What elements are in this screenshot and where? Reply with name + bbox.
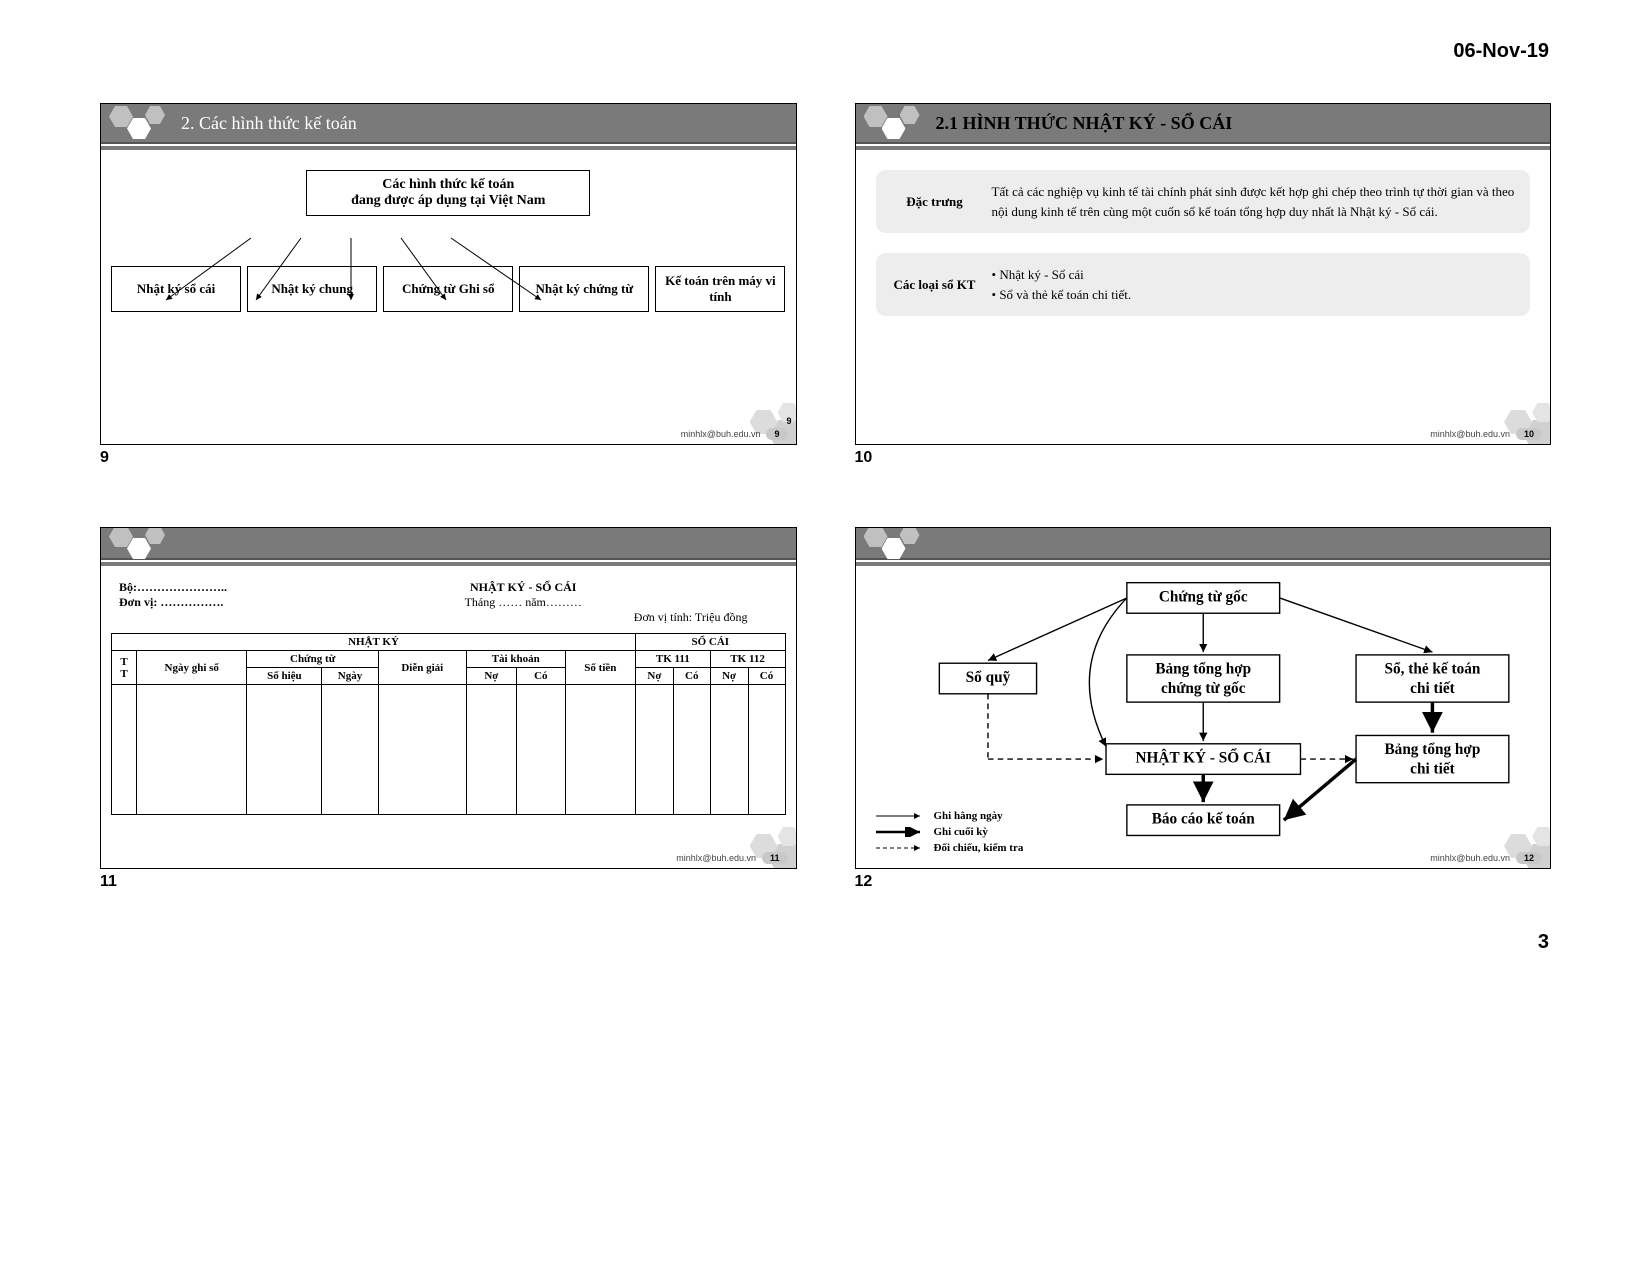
bo-label: Bộ: [119, 580, 137, 594]
leaf-4: Kế toán trên máy vi tính [655, 266, 785, 312]
card2-item-0: Nhật ký - Sổ cái [999, 267, 1083, 282]
slide-10: 2.1 HÌNH THỨC NHẬT KÝ - SỔ CÁI Đặc trưng… [855, 103, 1552, 445]
col-no-2: Nợ [636, 668, 674, 685]
donvi-label: Đơn vị: [119, 595, 157, 609]
card-cacloaiso: Các loại sổ KT • Nhật ký - Sổ cái • Sổ v… [876, 253, 1531, 316]
ledger-unit: Đơn vị tính: Triệu đồng [269, 610, 748, 625]
slide-9-number: 9 [100, 449, 795, 467]
slide-9-wrap: 2. Các hình thức kế toán Các hình thức k… [100, 103, 795, 467]
slides-grid: 2. Các hình thức kế toán Các hình thức k… [100, 103, 1549, 891]
bo-dots: ………………….. [137, 580, 227, 594]
slide-12-footer: minhlx@buh.edu.vn 12 [1430, 852, 1542, 864]
legend-endperiod: Ghi cuối kỳ [934, 826, 988, 838]
root-line1: Các hình thức kế toán [323, 177, 573, 193]
slide-11-footer: minhlx@buh.edu.vn 11 [676, 852, 787, 864]
col-sohieu: Số hiệu [247, 668, 322, 685]
col-tk111: TK 111 [636, 651, 711, 668]
leaf-0: Nhật ký sổ cái [111, 266, 241, 312]
tree-leaves: Nhật ký sổ cái Nhật ký chung Chứng từ Gh… [111, 266, 786, 312]
col-chungtu: Chứng từ [247, 651, 378, 668]
slide-10-title: 2.1 HÌNH THỨC NHẬT KÝ - SỔ CÁI [936, 113, 1233, 134]
col-group-sc: SỔ CÁI [636, 634, 785, 651]
page-number: 3 [100, 931, 1549, 954]
slide-12-header [856, 528, 1551, 560]
legend-daily: Ghi hằng ngày [934, 810, 1003, 822]
node-baocao: Báo cáo kế toán [1151, 811, 1255, 828]
card-label-2: Các loại sổ KT [890, 277, 980, 293]
ledger-table: NHẬT KÝ SỔ CÁI TT Ngày ghi sổ Chứng từ D… [111, 633, 786, 815]
hex-icon [109, 104, 169, 142]
card-dactrung: Đặc trưng Tất cả các nghiệp vụ kinh tế t… [876, 170, 1531, 233]
card-label-1: Đặc trưng [890, 194, 980, 210]
footer-pagenum: 12 [1516, 852, 1542, 864]
col-tt: TT [112, 651, 137, 685]
legend: Ghi hằng ngày Ghi cuối kỳ Đối chiếu, kiể… [876, 810, 1024, 858]
footer-email: minhlx@buh.edu.vn [681, 429, 761, 439]
slide-11-number: 11 [100, 873, 795, 891]
footer-pagenum: 10 [1516, 428, 1542, 440]
col-co-1: Có [516, 668, 565, 685]
footer-pagenum: 11 [762, 852, 788, 864]
slide-10-wrap: 2.1 HÌNH THỨC NHẬT KÝ - SỔ CÁI Đặc trưng… [855, 103, 1550, 467]
svg-text:Bảng tổng hợp: Bảng tổng hợp [1384, 741, 1480, 758]
col-taikhoan: Tài khoản [466, 651, 565, 668]
slide-11: Bộ:………………….. Đơn vị: ……………. NHẬT KÝ - SỔ… [100, 527, 797, 869]
col-sotien: Số tiền [565, 651, 635, 685]
slide-11-wrap: Bộ:………………….. Đơn vị: ……………. NHẬT KÝ - SỔ… [100, 527, 795, 891]
svg-text:chi tiết: chi tiết [1410, 680, 1455, 697]
slide-10-header: 2.1 HÌNH THỨC NHẬT KÝ - SỔ CÁI [856, 104, 1551, 144]
hex-icon [864, 104, 924, 142]
slide-11-header [101, 528, 796, 560]
footer-email: minhlx@buh.edu.vn [1430, 429, 1510, 439]
svg-text:Sổ, thẻ kế toán: Sổ, thẻ kế toán [1384, 661, 1480, 678]
slide-9: 2. Các hình thức kế toán Các hình thức k… [100, 103, 797, 445]
legend-daily-icon [876, 811, 926, 821]
slide-10-number: 10 [855, 449, 1550, 467]
col-tk112: TK 112 [710, 651, 785, 668]
legend-endperiod-icon [876, 827, 926, 837]
col-ngayghiso: Ngày ghi sổ [137, 651, 247, 685]
hex-icon [864, 527, 924, 562]
card-text-2: • Nhật ký - Sổ cái • Sổ và thẻ kế toán c… [980, 265, 1517, 304]
ledger-subtitle: Tháng …… năm……… [269, 595, 778, 610]
node-chungtugoc: Chứng từ gốc [1158, 588, 1247, 605]
leaf-3: Nhật ký chứng từ [519, 266, 649, 312]
s11-headings: Bộ:………………….. Đơn vị: ……………. NHẬT KÝ - SỔ… [119, 580, 778, 625]
tree-root: Các hình thức kế toán đang được áp dụng … [306, 170, 590, 216]
card-text-1: Tất cả các nghiệp vụ kinh tế tài chính p… [980, 182, 1517, 221]
footer-email: minhlx@buh.edu.vn [1430, 853, 1510, 863]
node-soquy: Sổ quỹ [965, 669, 1010, 686]
legend-check: Đối chiếu, kiểm tra [934, 842, 1024, 854]
col-no-3: Nợ [710, 668, 748, 685]
leaf-2: Chứng từ Ghi sổ [383, 266, 513, 312]
slide-9-footer: minhlx@buh.edu.vn 9 [681, 428, 788, 440]
root-line2: đang được áp dụng tại Việt Nam [323, 193, 573, 209]
slide-10-footer: minhlx@buh.edu.vn 10 [1430, 428, 1542, 440]
col-diengiai: Diễn giải [378, 651, 466, 685]
svg-text:chi tiết: chi tiết [1410, 761, 1455, 778]
slide-9-title: 2. Các hình thức kế toán [181, 113, 357, 134]
leaf-1: Nhật ký chung [247, 266, 377, 312]
col-ngay: Ngày [322, 668, 379, 685]
page-date: 06-Nov-19 [100, 40, 1549, 63]
col-no-1: Nợ [466, 668, 516, 685]
footer-email: minhlx@buh.edu.vn [676, 853, 756, 863]
node-nksc: NHẬT KÝ - SỔ CÁI [1135, 749, 1270, 767]
svg-text:Bảng tổng hợp: Bảng tổng hợp [1155, 661, 1251, 678]
svg-text:chứng từ gốc: chứng từ gốc [1161, 680, 1246, 697]
legend-check-icon [876, 843, 926, 853]
ledger-title: NHẬT KÝ - SỔ CÁI [269, 580, 778, 595]
donvi-dots: ……………. [160, 595, 223, 609]
col-co-3: Có [748, 668, 785, 685]
footer-pagenum-2: 9 [786, 416, 791, 426]
col-group-nk: NHẬT KÝ [112, 634, 636, 651]
footer-pagenum: 9 [766, 428, 787, 440]
slide-12-number: 12 [855, 873, 1550, 891]
slide-12: Chứng từ gốc Sổ quỹ Bảng tổng hợp chứng … [855, 527, 1552, 869]
slide-9-header: 2. Các hình thức kế toán [101, 104, 796, 144]
hex-icon [109, 527, 169, 562]
slide-12-wrap: Chứng từ gốc Sổ quỹ Bảng tổng hợp chứng … [855, 527, 1550, 891]
card2-item-1: Sổ và thẻ kế toán chi tiết. [999, 287, 1131, 302]
col-co-2: Có [673, 668, 710, 685]
